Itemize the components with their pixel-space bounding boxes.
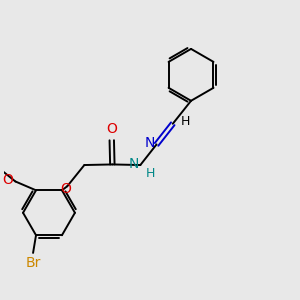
Text: H: H [146, 167, 155, 180]
Text: Br: Br [26, 256, 41, 270]
Text: O: O [60, 182, 71, 196]
Text: N: N [128, 157, 139, 171]
Text: O: O [106, 122, 117, 136]
Text: H: H [181, 115, 190, 128]
Text: O: O [3, 173, 13, 187]
Text: N: N [145, 136, 155, 150]
